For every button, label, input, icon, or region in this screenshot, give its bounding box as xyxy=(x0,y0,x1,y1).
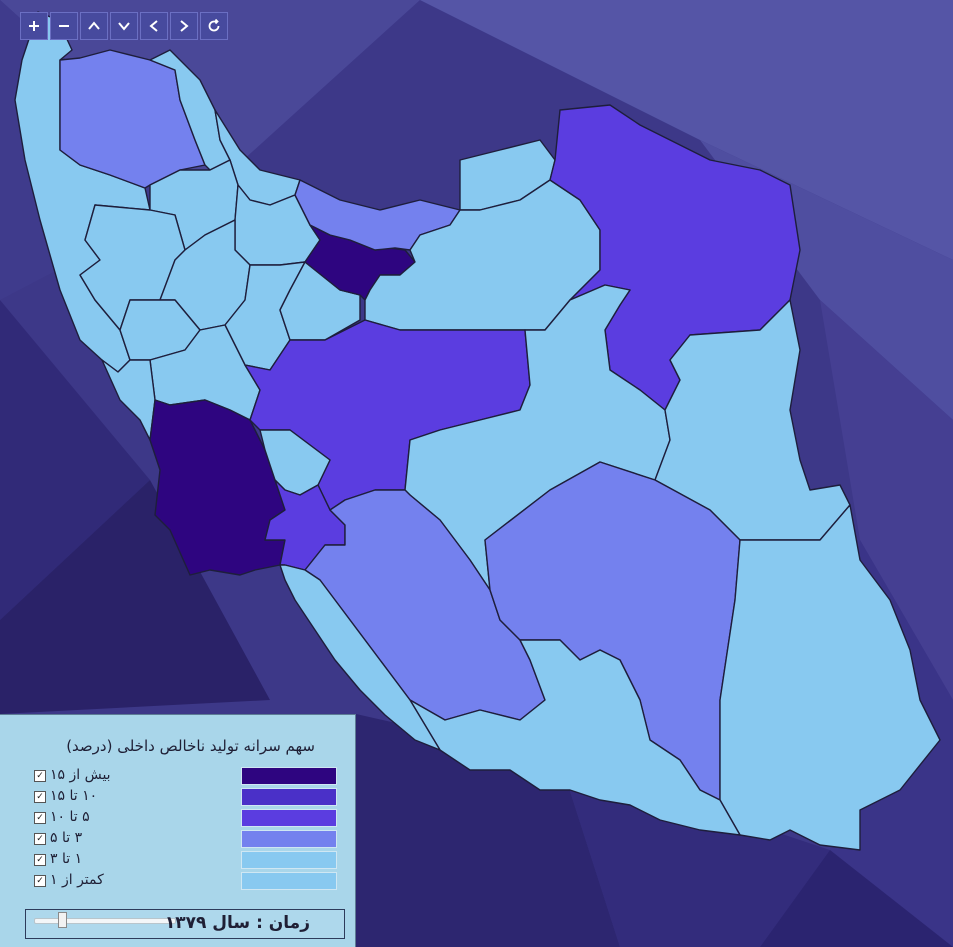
legend-label: ۵ تا ۱۰ xyxy=(50,809,90,825)
legend-checkbox[interactable]: ✓ xyxy=(34,812,46,824)
legend-checkbox[interactable]: ✓ xyxy=(34,875,46,887)
chevron-up-icon xyxy=(88,21,100,30)
pan-up-button[interactable] xyxy=(80,12,108,40)
legend-swatch xyxy=(241,767,337,785)
time-control: زمان : سال ۱۳۷۹ xyxy=(25,909,345,939)
refresh-icon xyxy=(208,18,220,32)
legend-checkbox[interactable]: ✓ xyxy=(34,854,46,866)
map-toolbar xyxy=(20,12,228,40)
chevron-left-icon xyxy=(149,20,158,32)
pan-left-button[interactable] xyxy=(140,12,168,40)
time-slider-handle[interactable] xyxy=(58,912,67,928)
legend-title: سهم سرانه تولید ناخالص داخلی (درصد) xyxy=(66,737,315,755)
time-label: زمان : سال ۱۳۷۹ xyxy=(164,913,310,933)
legend-swatch xyxy=(241,872,337,890)
pan-down-button[interactable] xyxy=(110,12,138,40)
legend-swatch xyxy=(241,830,337,848)
legend-label: کمتر از ۱ xyxy=(50,872,104,888)
legend-item[interactable]: ✓ کمتر از ۱ xyxy=(34,872,338,892)
province-hormozgan[interactable] xyxy=(409,639,741,836)
province-ilam[interactable] xyxy=(101,359,156,441)
legend-label: ۳ تا ۵ xyxy=(50,830,83,846)
legend-swatch xyxy=(241,851,337,869)
pan-right-button[interactable] xyxy=(170,12,198,40)
legend-swatch xyxy=(241,809,337,827)
map-legend: سهم سرانه تولید ناخالص داخلی (درصد) ✓ بی… xyxy=(0,714,356,947)
legend-item[interactable]: ✓ بیش از ۱۵ xyxy=(34,767,338,787)
province-sistan[interactable] xyxy=(719,504,941,851)
plus-icon xyxy=(29,21,39,31)
reset-button[interactable] xyxy=(200,12,228,40)
legend-item[interactable]: ✓ ۵ تا ۱۰ xyxy=(34,809,338,829)
legend-item[interactable]: ✓ ۱ تا ۳ xyxy=(34,851,338,871)
province-bushehr[interactable] xyxy=(279,564,441,751)
chevron-right-icon xyxy=(180,20,189,32)
legend-swatch xyxy=(241,788,337,806)
legend-label: ۱۰ تا ۱۵ xyxy=(50,788,98,804)
legend-item[interactable]: ✓ ۳ تا ۵ xyxy=(34,830,338,850)
time-slider-track[interactable] xyxy=(34,918,176,924)
legend-label: بیش از ۱۵ xyxy=(50,767,111,783)
zoom-in-button[interactable] xyxy=(20,12,48,40)
legend-checkbox[interactable]: ✓ xyxy=(34,833,46,845)
legend-checkbox[interactable]: ✓ xyxy=(34,791,46,803)
zoom-out-button[interactable] xyxy=(50,12,78,40)
legend-label: ۱ تا ۳ xyxy=(50,851,83,867)
minus-icon xyxy=(59,25,69,27)
legend-item[interactable]: ✓ ۱۰ تا ۱۵ xyxy=(34,788,338,808)
chevron-down-icon xyxy=(118,22,130,31)
legend-checkbox[interactable]: ✓ xyxy=(34,770,46,782)
